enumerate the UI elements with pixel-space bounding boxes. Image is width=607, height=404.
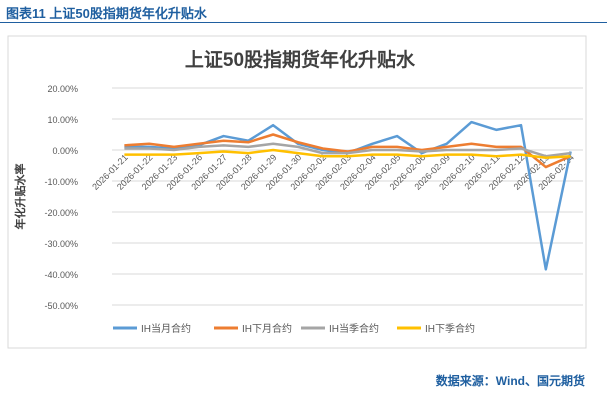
chart-frame [7, 35, 587, 349]
y-tick-label: -10.00% [44, 177, 78, 187]
y-axis-label: 年化升贴水率 [13, 164, 27, 230]
figure-title: 图表11 上证50股指期货年化升贴水 [6, 6, 207, 21]
title-divider [0, 22, 607, 23]
y-tick-label: -40.00% [44, 270, 78, 280]
y-tick-label: -20.00% [44, 208, 78, 218]
legend-label: IH当月合约 [141, 322, 191, 335]
y-tick-label: -50.00% [44, 301, 78, 311]
legend-label: IH当季合约 [329, 322, 379, 335]
legend-label: IH下季合约 [425, 322, 475, 335]
y-tick-label: -30.00% [44, 239, 78, 249]
y-tick-label: 10.00% [47, 115, 78, 125]
source-note: 数据来源：Wind、国元期货 [435, 374, 585, 388]
legend-label: IH下月合约 [242, 322, 292, 335]
y-tick-label: 20.00% [47, 84, 78, 94]
chart-title: 上证50股指期货年化升贴水 [185, 48, 416, 71]
y-tick-label: 0.00% [52, 146, 78, 156]
